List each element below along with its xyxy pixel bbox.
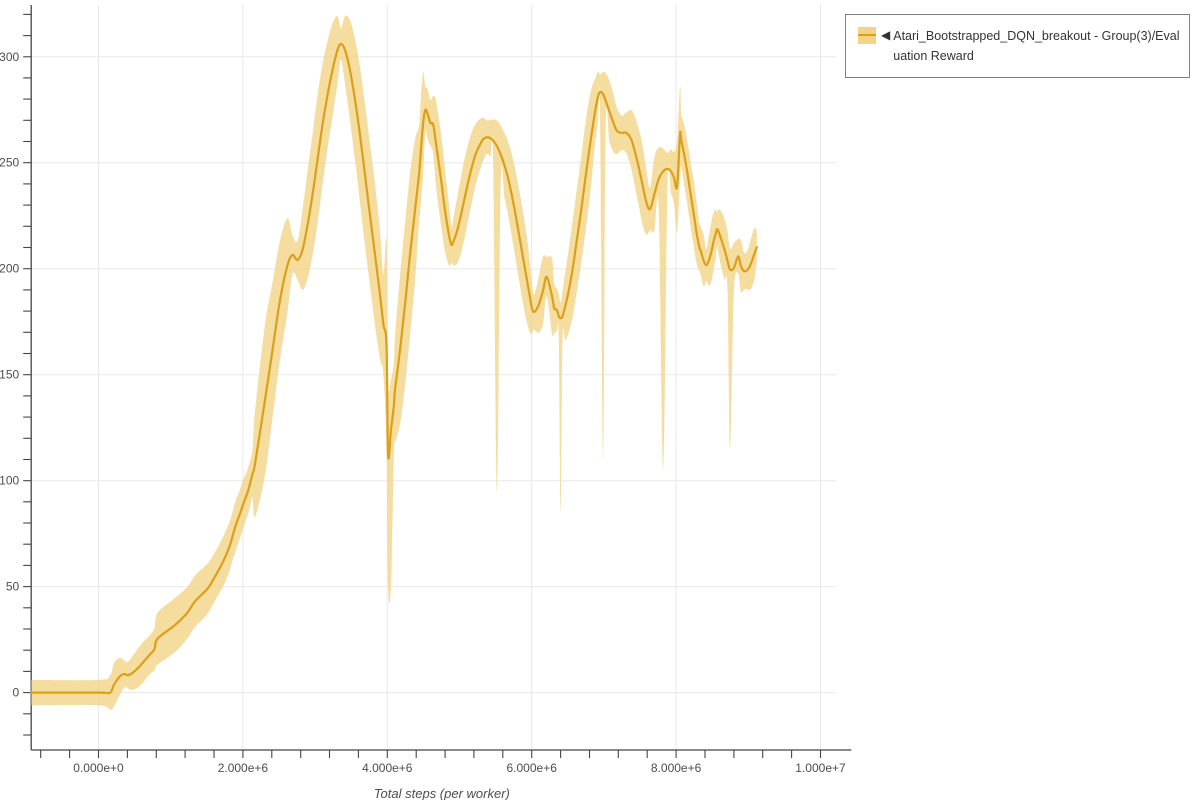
svg-text:200: 200 [0,262,20,276]
svg-text:0.000e+0: 0.000e+0 [73,761,124,775]
svg-text:250: 250 [0,156,20,170]
svg-text:Total steps (per worker): Total steps (per worker) [374,786,510,800]
svg-text:6.000e+6: 6.000e+6 [507,761,558,775]
svg-text:2.000e+6: 2.000e+6 [218,761,269,775]
svg-text:8.000e+6: 8.000e+6 [651,761,702,775]
svg-text:150: 150 [0,368,20,382]
svg-text:4.000e+6: 4.000e+6 [362,761,413,775]
svg-text:300: 300 [0,50,20,64]
svg-text:1.000e+7: 1.000e+7 [795,761,846,775]
svg-text:100: 100 [0,474,20,488]
svg-text:0: 0 [13,686,20,700]
svg-text:50: 50 [6,580,20,594]
